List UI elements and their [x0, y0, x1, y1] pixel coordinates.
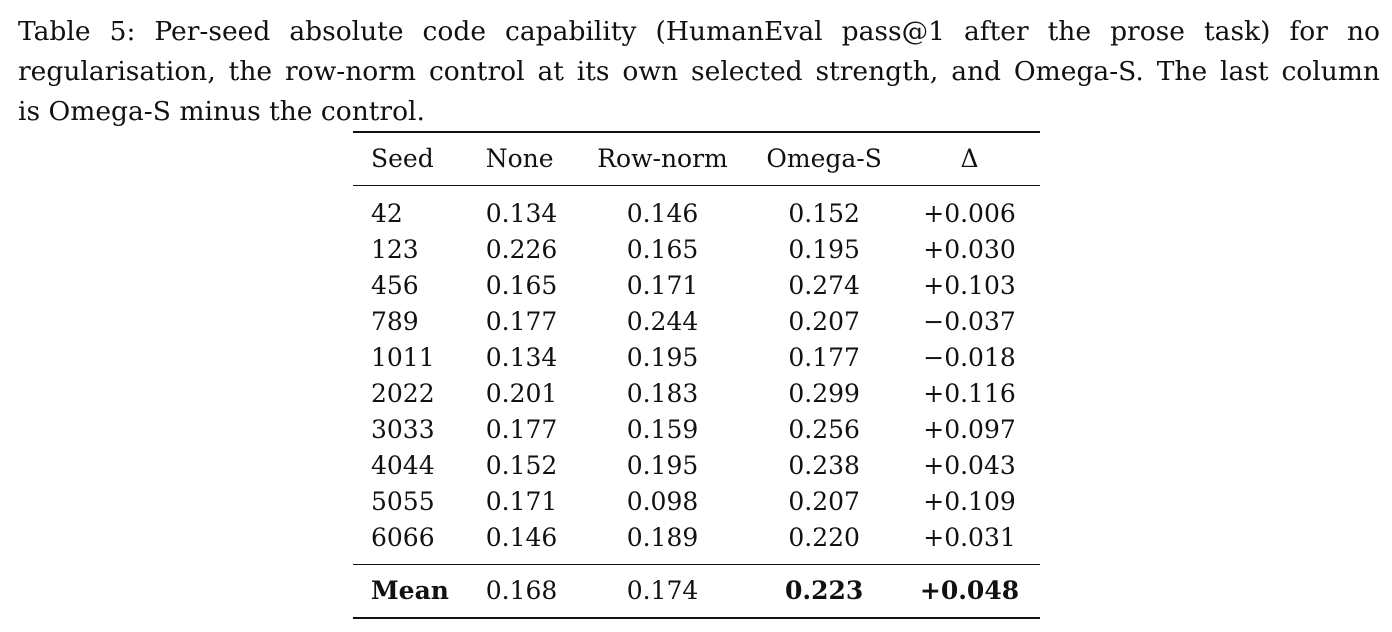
- cell-omega-s: 0.152: [788, 199, 860, 228]
- cell-none: 0.226: [485, 235, 558, 264]
- mean-row-norm: 0.174: [626, 576, 699, 605]
- cell-seed: 123: [371, 235, 419, 264]
- caption-line-1: Table 5: Per-seed absolute code capabili…: [18, 16, 1380, 47]
- caption-line-2: regularisation, the row-norm control at …: [18, 56, 1380, 87]
- cell-seed: 789: [371, 307, 419, 336]
- cell-omega-s: 0.220: [788, 523, 860, 552]
- cell-omega-s: 0.207: [788, 487, 860, 516]
- caption-line-3: is Omega-S minus the control.: [18, 96, 425, 127]
- cell-delta: +0.103: [923, 271, 1016, 300]
- cell-row-norm: 0.098: [626, 487, 699, 516]
- cell-seed: 42: [371, 199, 403, 228]
- cell-omega-s: 0.299: [788, 379, 860, 408]
- table-row: 123 0.226 0.165 0.195 +0.030: [353, 232, 1040, 268]
- cell-omega-s: 0.238: [788, 451, 860, 480]
- cell-omega-s: 0.274: [788, 271, 860, 300]
- cell-row-norm: 0.244: [626, 307, 699, 336]
- cell-delta: +0.116: [923, 379, 1016, 408]
- table-row: 789 0.177 0.244 0.207 −0.037: [353, 304, 1040, 340]
- table-row: 456 0.165 0.171 0.274 +0.103: [353, 268, 1040, 304]
- cell-none: 0.165: [485, 271, 558, 300]
- table-row: 5055 0.171 0.098 0.207 +0.109: [353, 484, 1040, 520]
- results-table: Seed None Row-norm Omega-S Δ 42 0.134 0.…: [353, 131, 1040, 619]
- cell-none: 0.171: [485, 487, 558, 516]
- cell-delta: −0.018: [923, 343, 1016, 372]
- cell-delta: −0.037: [923, 307, 1016, 336]
- cell-seed: 456: [371, 271, 419, 300]
- cell-seed: 1011: [371, 343, 435, 372]
- cell-row-norm: 0.195: [626, 343, 699, 372]
- table-row: 4044 0.152 0.195 0.238 +0.043: [353, 448, 1040, 484]
- cell-delta: +0.043: [923, 451, 1016, 480]
- cell-omega-s: 0.177: [788, 343, 860, 372]
- header-none: None: [485, 144, 554, 173]
- cell-delta: +0.109: [923, 487, 1016, 516]
- cell-delta: +0.006: [923, 199, 1016, 228]
- cell-delta: +0.030: [923, 235, 1016, 264]
- cell-row-norm: 0.171: [626, 271, 699, 300]
- table-row: 42 0.134 0.146 0.152 +0.006: [353, 186, 1040, 233]
- cell-row-norm: 0.146: [626, 199, 699, 228]
- cell-none: 0.177: [485, 307, 558, 336]
- mean-none: 0.168: [485, 576, 558, 605]
- cell-row-norm: 0.189: [626, 523, 699, 552]
- mean-label: Mean: [371, 576, 449, 605]
- cell-none: 0.134: [485, 199, 558, 228]
- cell-none: 0.134: [485, 343, 558, 372]
- table-row: 1011 0.134 0.195 0.177 −0.018: [353, 340, 1040, 376]
- cell-omega-s: 0.207: [788, 307, 860, 336]
- cell-none: 0.152: [485, 451, 558, 480]
- table-header: Seed None Row-norm Omega-S Δ: [353, 132, 1040, 186]
- cell-omega-s: 0.195: [788, 235, 860, 264]
- cell-delta: +0.031: [923, 523, 1016, 552]
- mean-omega-s: 0.223: [784, 576, 864, 605]
- table-body: 42 0.134 0.146 0.152 +0.006 123 0.226 0.…: [353, 186, 1040, 565]
- header-row: Seed None Row-norm Omega-S Δ: [353, 132, 1040, 186]
- cell-row-norm: 0.195: [626, 451, 699, 480]
- cell-row-norm: 0.165: [626, 235, 699, 264]
- cell-none: 0.177: [485, 415, 558, 444]
- cell-none: 0.201: [485, 379, 558, 408]
- header-seed: Seed: [371, 144, 434, 173]
- cell-delta: +0.097: [923, 415, 1016, 444]
- cell-seed: 4044: [371, 451, 435, 480]
- mean-delta: +0.048: [919, 576, 1020, 605]
- header-row-norm: Row-norm: [597, 144, 728, 173]
- cell-row-norm: 0.159: [626, 415, 699, 444]
- header-omega-s: Omega-S: [766, 144, 882, 173]
- results-table-container: Seed None Row-norm Omega-S Δ 42 0.134 0.…: [353, 131, 1040, 619]
- cell-seed: 3033: [371, 415, 435, 444]
- table-row: 6066 0.146 0.189 0.220 +0.031: [353, 520, 1040, 565]
- table-caption: Table 5: Per-seed absolute code capabili…: [18, 12, 1380, 132]
- table-row: 3033 0.177 0.159 0.256 +0.097: [353, 412, 1040, 448]
- cell-seed: 5055: [371, 487, 435, 516]
- header-delta: Δ: [960, 144, 979, 173]
- cell-seed: 6066: [371, 523, 435, 552]
- cell-row-norm: 0.183: [626, 379, 699, 408]
- table-row: 2022 0.201 0.183 0.299 +0.116: [353, 376, 1040, 412]
- cell-seed: 2022: [371, 379, 435, 408]
- table-footer: Mean 0.168 0.174 0.223 +0.048: [353, 564, 1040, 618]
- mean-row: Mean 0.168 0.174 0.223 +0.048: [353, 564, 1040, 618]
- cell-none: 0.146: [485, 523, 558, 552]
- cell-omega-s: 0.256: [788, 415, 860, 444]
